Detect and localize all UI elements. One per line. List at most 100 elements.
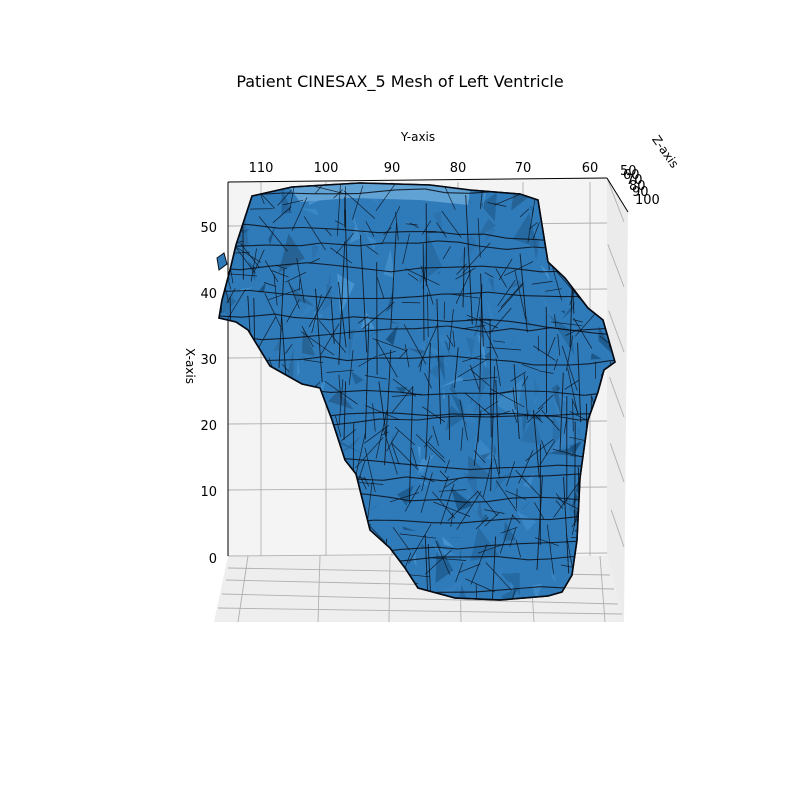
mesh-contour <box>341 228 379 234</box>
mesh-facet <box>300 208 319 216</box>
mesh-facet <box>432 211 443 232</box>
mesh-edge <box>409 222 419 229</box>
mesh-edge <box>399 533 437 539</box>
mesh-contour <box>347 412 382 415</box>
mesh-edge <box>335 415 342 437</box>
mesh-edge <box>391 444 400 465</box>
mesh-edge <box>522 376 529 387</box>
mesh-edge <box>527 208 534 243</box>
mesh-edge <box>383 227 392 236</box>
mesh-facet <box>402 526 417 532</box>
mesh-contour <box>464 501 488 503</box>
mesh-facet <box>445 405 465 431</box>
mesh-edge <box>455 267 476 280</box>
mesh-contour <box>301 356 324 361</box>
mesh-facet <box>436 269 441 276</box>
mesh-edge <box>375 410 388 459</box>
mesh-edge <box>504 261 534 276</box>
mesh-facet <box>347 329 355 361</box>
mesh-edge <box>577 342 582 423</box>
mesh-contour <box>353 316 393 321</box>
mesh-edge <box>465 578 495 593</box>
mesh-edge <box>554 314 557 328</box>
x-tick-label: 10 <box>200 485 217 500</box>
mesh-edge <box>563 476 570 574</box>
mesh-facet <box>547 313 575 356</box>
mesh-facet <box>546 448 572 456</box>
mesh-edge <box>291 197 308 231</box>
mesh-edge <box>534 502 545 519</box>
x-tick-label: 40 <box>200 287 217 302</box>
mesh-facet <box>279 210 285 219</box>
grid-line-z <box>607 244 625 288</box>
mesh-edge <box>427 442 445 459</box>
z-tick-label: 90 <box>632 185 649 200</box>
mesh-contour <box>512 586 541 590</box>
mesh-edge <box>486 347 522 351</box>
mesh-contour <box>589 360 610 365</box>
mesh-contour <box>481 265 510 269</box>
mesh-edge <box>422 267 426 289</box>
y-tick-label: 80 <box>450 161 467 176</box>
mesh-contour <box>449 265 482 268</box>
mesh-edge <box>521 363 539 371</box>
mesh-edge <box>569 411 591 423</box>
mesh-edge <box>219 183 229 188</box>
mesh-edge <box>330 299 335 344</box>
mesh-contour <box>409 556 438 561</box>
mesh-contour <box>458 544 492 550</box>
mesh-edge <box>454 347 459 388</box>
mesh-edge <box>390 442 419 470</box>
mesh-edge <box>273 274 278 306</box>
mesh-edge <box>392 526 410 551</box>
mesh-edge <box>552 448 588 459</box>
mesh-facet <box>464 493 474 502</box>
mesh-edge <box>285 271 307 283</box>
mesh-edge <box>300 331 335 356</box>
mesh-contour <box>383 476 406 481</box>
mesh-facet <box>341 436 361 453</box>
mesh-edge <box>275 264 288 270</box>
mesh-edge <box>512 409 518 423</box>
mesh-edge <box>514 270 526 320</box>
mesh-edge <box>523 373 529 420</box>
mesh-edge <box>487 202 507 207</box>
mesh-contour <box>411 355 451 359</box>
mesh-edge <box>473 450 486 464</box>
y-tick-label: 110 <box>249 161 274 176</box>
mesh-facet <box>477 334 487 375</box>
grid-line-floor <box>221 593 619 605</box>
mesh-contour <box>283 192 311 195</box>
mesh-edge <box>439 470 449 480</box>
mesh-contour <box>347 357 379 362</box>
mesh-facet <box>458 233 478 265</box>
mesh-edge <box>364 425 390 444</box>
mesh-facet <box>391 434 394 447</box>
mesh-contour <box>364 493 390 498</box>
mesh-contour <box>539 496 560 499</box>
mesh-edge <box>402 233 410 264</box>
mesh-edge <box>338 241 346 365</box>
mesh-edge <box>512 387 516 410</box>
mesh-contour <box>271 262 308 267</box>
mesh-edge <box>264 293 283 331</box>
mesh-edge <box>490 366 496 492</box>
mesh-edge <box>403 324 427 365</box>
mesh-edge <box>477 403 481 443</box>
mesh-edge <box>571 398 579 414</box>
mesh-contour <box>301 242 322 247</box>
z-axis-line <box>606 177 629 213</box>
mesh-edge <box>286 299 300 323</box>
mesh-contour <box>497 556 529 561</box>
mesh-facet <box>356 229 369 234</box>
mesh-edge <box>516 488 518 509</box>
mesh-facet <box>405 219 417 225</box>
mesh-contour <box>484 233 507 239</box>
z-tick-labels: 50 60 70 80 90 100 <box>620 164 660 208</box>
mesh-contour <box>530 464 559 468</box>
mesh-edge <box>320 323 340 355</box>
mesh-edge <box>419 359 423 372</box>
mesh-edge <box>436 298 442 425</box>
mesh-edge <box>407 273 419 281</box>
mesh-edge <box>563 419 567 434</box>
